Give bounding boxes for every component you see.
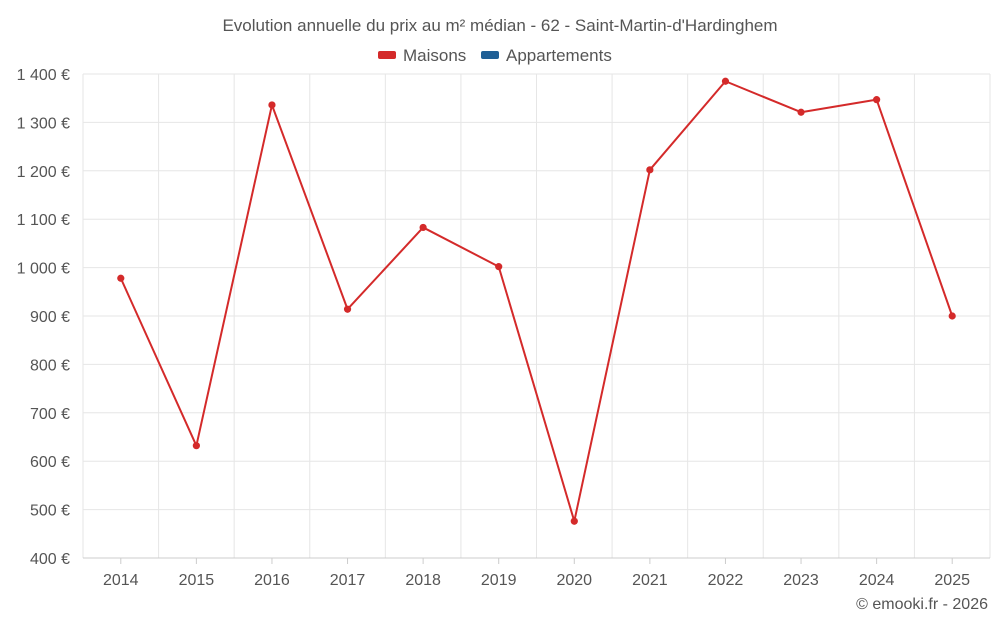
x-tick-label: 2017	[330, 572, 366, 589]
data-point[interactable]	[797, 108, 805, 116]
data-point[interactable]	[268, 101, 276, 109]
x-tick-label: 2014	[103, 572, 139, 589]
series-line	[119, 80, 954, 523]
credit-text: © emooki.fr - 2026	[856, 596, 988, 613]
data-point[interactable]	[419, 223, 427, 232]
data-point[interactable]	[721, 77, 730, 85]
y-tick-label: 1 300 €	[17, 115, 70, 132]
y-tick-label: 1 000 €	[17, 261, 70, 278]
x-tick-label: 2018	[405, 572, 441, 589]
data-point[interactable]	[343, 305, 352, 313]
legend-swatch-maisons	[378, 51, 396, 59]
y-tick-label: 700 €	[30, 406, 70, 423]
y-tick-label: 1 100 €	[17, 212, 70, 229]
x-tick-label: 2023	[783, 572, 819, 589]
data-point[interactable]	[570, 517, 578, 525]
legend-swatch-appartements	[481, 51, 499, 59]
y-tick-label: 800 €	[30, 357, 70, 374]
y-tick-label: 1 400 €	[17, 67, 70, 84]
data-point[interactable]	[873, 96, 881, 104]
data-point[interactable]	[495, 263, 503, 271]
x-tick-label: 2022	[708, 572, 744, 589]
grid	[82, 73, 991, 558]
data-point[interactable]	[948, 312, 956, 320]
x-tick-label: 2019	[481, 572, 517, 589]
y-tick-label: 400 €	[30, 551, 70, 568]
x-axis: 2014 2015 2016 2017 2018 2019 2020 2021 2022 2023…	[83, 557, 990, 589]
legend-item-appartements[interactable]: Appartements	[481, 46, 612, 65]
y-axis: 400 € 500 € 600 € 700 € 800 € 900 € 1 000 € 1 1…	[17, 67, 70, 568]
legend: Maisons Appartements	[378, 46, 612, 65]
legend-label-appartements: Appartements	[506, 46, 612, 65]
legend-item-maisons[interactable]: Maisons	[378, 46, 466, 65]
x-tick-label: 2021	[632, 572, 668, 589]
y-tick-label: 900 €	[30, 309, 70, 326]
data-point[interactable]	[117, 274, 125, 282]
x-tick-label: 2025	[934, 572, 970, 589]
x-tick-label: 2016	[254, 572, 290, 589]
series-maisons	[117, 77, 956, 525]
y-tick-label: 600 €	[30, 454, 70, 471]
y-tick-label: 1 200 €	[17, 164, 70, 181]
x-tick-label: 2015	[179, 572, 215, 589]
chart-title: Evolution annuelle du prix au m² médian …	[222, 16, 777, 35]
x-tick-label: 2024	[859, 572, 895, 589]
data-point[interactable]	[192, 442, 200, 450]
legend-label-maisons: Maisons	[403, 46, 466, 65]
data-point[interactable]	[646, 166, 654, 174]
y-tick-label: 500 €	[30, 503, 70, 520]
x-tick-label: 2020	[556, 572, 592, 589]
